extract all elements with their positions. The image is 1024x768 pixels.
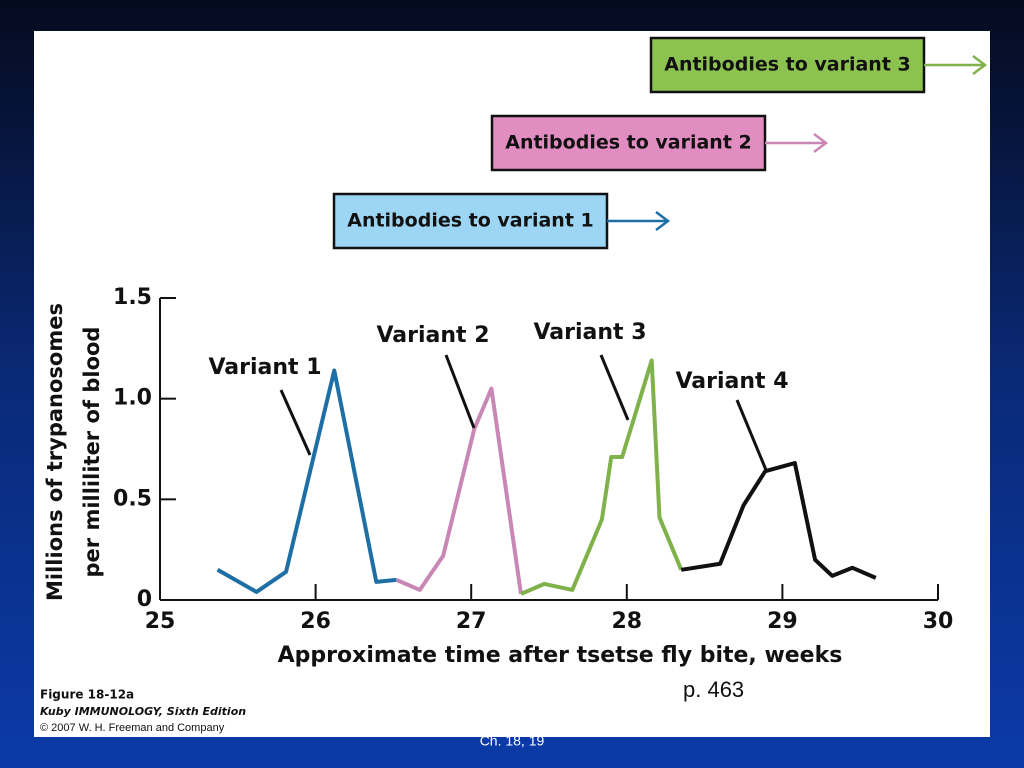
- series-label: Variant 4: [675, 369, 788, 394]
- x-tick-label: 28: [611, 609, 642, 634]
- series-label: Variant 2: [376, 323, 489, 348]
- antibody-arrowhead: [813, 133, 829, 153]
- figure-number: Figure 18-12a: [40, 688, 134, 702]
- antibody-box: [490, 114, 767, 172]
- antibody-arrowhead: [972, 55, 988, 75]
- series-line: [216, 368, 397, 594]
- series-label: Variant 3: [533, 320, 646, 345]
- y-tick-label: 0.5: [113, 486, 152, 511]
- label-pointer: [444, 354, 476, 429]
- copyright: © 2007 W. H. Freeman and Company: [40, 722, 225, 734]
- series-line: [520, 358, 684, 596]
- x-tick-label: 25: [145, 609, 176, 634]
- x-tick-label: 29: [767, 609, 798, 634]
- antibody-box: [649, 36, 926, 94]
- label-pointer: [735, 399, 768, 471]
- y-axis-label-line: Millions of trypanosomes: [43, 303, 67, 601]
- x-tick-label: 27: [456, 609, 487, 634]
- series-label: Variant 1: [208, 355, 321, 380]
- antibody-label: Antibodies to variant 1: [347, 210, 594, 232]
- y-tick-label: 0: [137, 587, 152, 612]
- y-tick-label: 1.5: [113, 285, 152, 310]
- series-line: [680, 461, 877, 580]
- book-title: Kuby IMMUNOLOGY, Sixth Edition: [40, 705, 246, 718]
- antibody-label: Antibodies to variant 2: [505, 132, 752, 154]
- label-pointer: [599, 354, 630, 421]
- x-tick-label: 30: [923, 609, 954, 634]
- y-tick-label: 1.0: [113, 386, 152, 411]
- y-axis-label: Millions of trypanosomes per milliliter …: [43, 303, 104, 601]
- page-ref: p. 463: [683, 677, 744, 702]
- x-tick-label: 26: [300, 609, 331, 634]
- antibody-label: Antibodies to variant 3: [664, 54, 911, 76]
- y-axis-label-line: per milliliter of blood: [80, 327, 104, 578]
- antibody-arrowhead: [655, 211, 671, 231]
- label-pointer: [279, 389, 312, 456]
- series-line: [395, 386, 523, 595]
- x-axis-label: Approximate time after tsetse fly bite, …: [278, 643, 843, 668]
